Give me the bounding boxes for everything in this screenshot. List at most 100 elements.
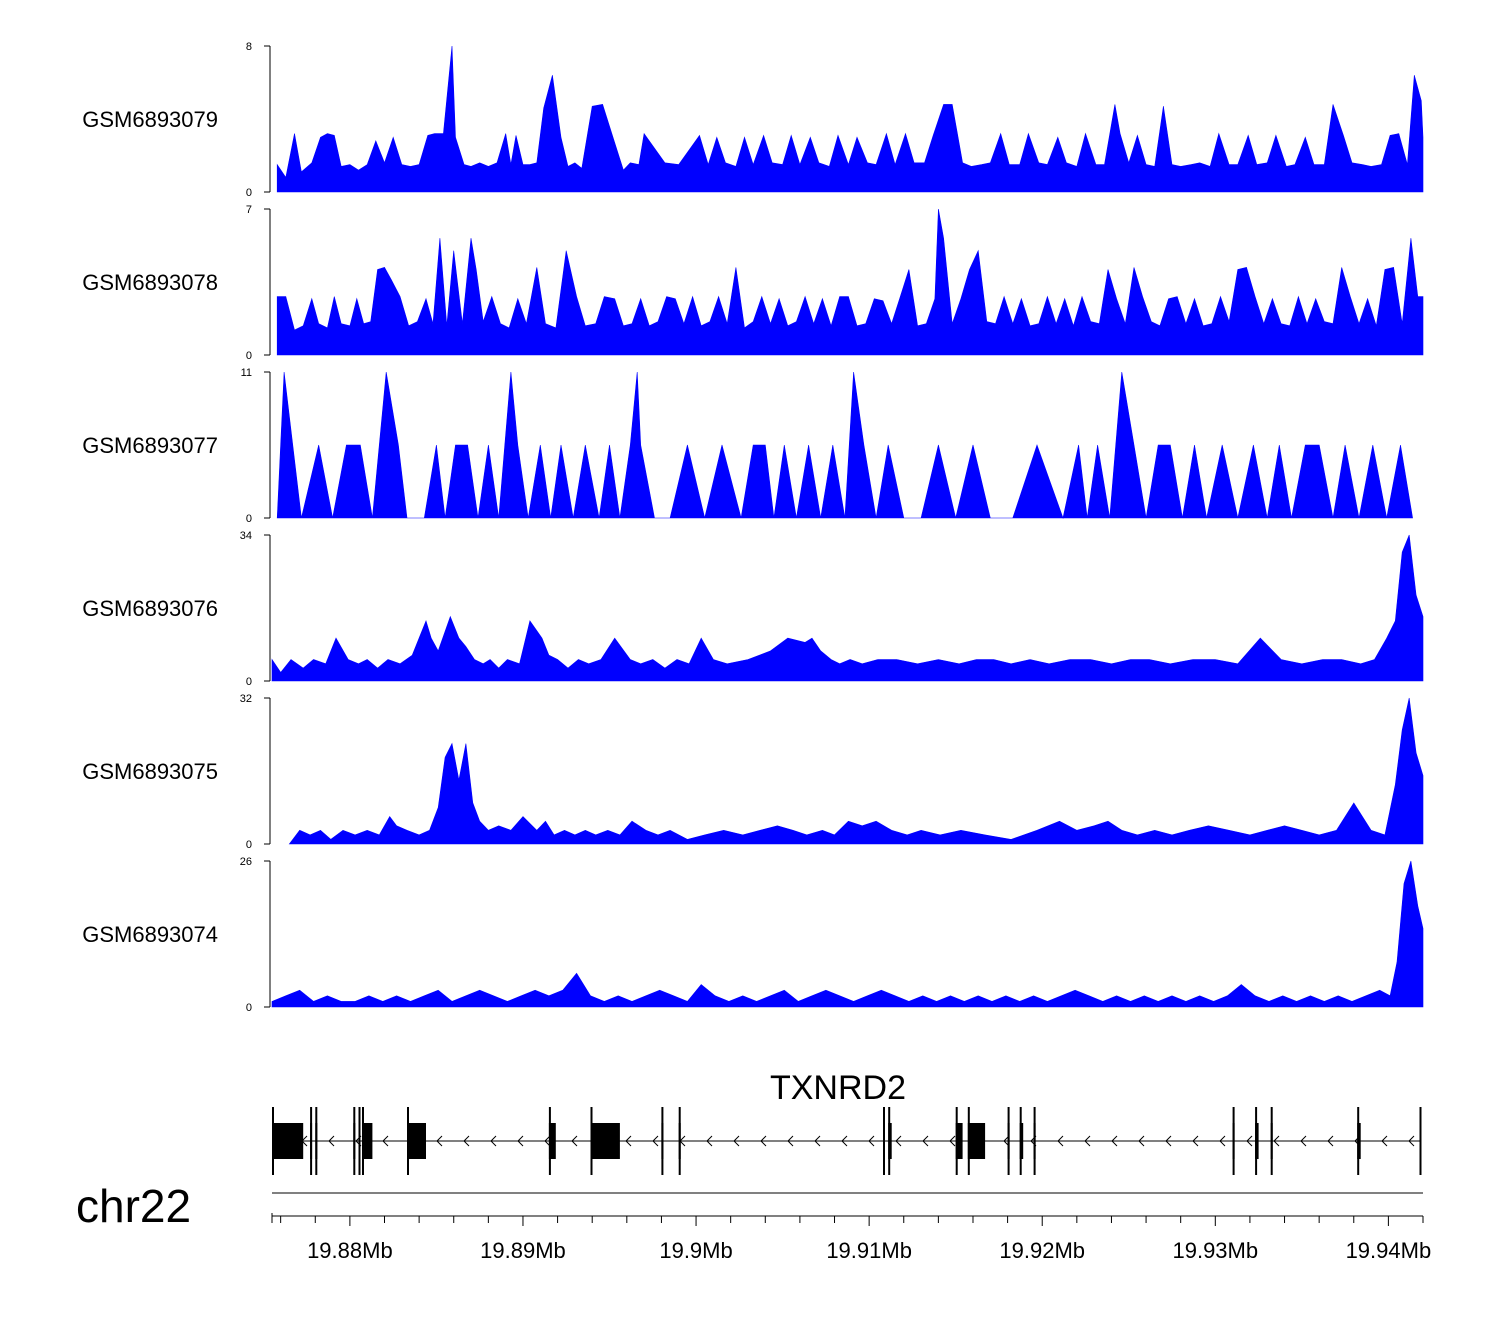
exon	[362, 1123, 373, 1159]
x-tick-label: 19.88Mb	[307, 1238, 393, 1263]
coverage-area	[288, 697, 1424, 845]
strand-arrow	[1219, 1135, 1226, 1147]
strand-arrow	[517, 1135, 524, 1147]
exon	[407, 1123, 426, 1159]
y-tick-label-max: 11	[241, 367, 252, 379]
exon	[955, 1123, 963, 1159]
x-tick-label: 19.93Mb	[1172, 1238, 1258, 1263]
strand-arrow	[436, 1135, 443, 1147]
track-label: GSM6893074	[82, 922, 218, 947]
exon-boundary	[590, 1107, 593, 1175]
exon	[967, 1123, 986, 1159]
x-tick-label: 19.94Mb	[1346, 1238, 1432, 1263]
coverage-area	[276, 208, 1424, 356]
strand-arrow	[787, 1135, 794, 1147]
strand-arrow	[868, 1135, 875, 1147]
strand-arrow	[760, 1135, 767, 1147]
exon-boundary	[967, 1107, 970, 1175]
strand-arrow	[895, 1135, 902, 1147]
exon-boundary	[1419, 1107, 1422, 1175]
y-tick-label-zero: 0	[246, 676, 252, 688]
exon-boundary	[310, 1107, 313, 1175]
exon-boundary	[1255, 1107, 1258, 1175]
track-GSM6893078: GSM6893078 7 0	[82, 204, 1424, 362]
strand-arrow	[544, 1135, 551, 1147]
strand-arrow	[463, 1135, 470, 1147]
strand-arrow	[814, 1135, 821, 1147]
exon-boundary	[678, 1107, 681, 1175]
strand-arrow	[1084, 1135, 1091, 1147]
exon-boundary	[1007, 1107, 1010, 1175]
coverage-area	[276, 45, 1424, 193]
exon-boundary	[272, 1107, 274, 1175]
coverage-area	[271, 860, 1424, 1008]
exon-boundary	[353, 1107, 356, 1175]
y-tick-label-zero: 0	[246, 1002, 252, 1014]
y-tick-label-max: 26	[240, 856, 252, 868]
track-label: GSM6893076	[82, 596, 218, 621]
track-GSM6893074: GSM6893074 26 0	[82, 856, 1424, 1014]
exon-boundary	[1232, 1107, 1235, 1175]
chromosome-label: chr22	[76, 1180, 191, 1232]
strand-arrow	[733, 1135, 740, 1147]
exon-boundary	[1357, 1107, 1360, 1175]
strand-arrow	[1165, 1135, 1172, 1147]
exon-boundary	[1270, 1107, 1273, 1175]
x-tick-label: 19.9Mb	[659, 1238, 732, 1263]
y-tick-label-zero: 0	[246, 839, 252, 851]
gene-structure	[272, 1107, 1422, 1175]
y-tick-label-max: 8	[246, 41, 252, 53]
coverage-area	[276, 371, 1413, 520]
track-GSM6893076: GSM6893076 34 0	[82, 530, 1424, 688]
strand-arrow	[571, 1135, 578, 1147]
exon	[272, 1123, 304, 1159]
y-tick-label-max: 34	[240, 530, 252, 542]
strand-arrow	[949, 1135, 956, 1147]
strand-arrow	[1057, 1135, 1064, 1147]
strand-arrow	[1327, 1135, 1334, 1147]
strand-arrow	[1381, 1135, 1388, 1147]
exon-boundary	[407, 1107, 409, 1175]
strand-arrow	[922, 1135, 929, 1147]
strand-arrow	[328, 1135, 335, 1147]
x-tick-label: 19.91Mb	[826, 1238, 912, 1263]
strand-arrow	[1192, 1135, 1199, 1147]
strand-arrow	[1408, 1135, 1415, 1147]
y-tick-label-max: 7	[246, 204, 252, 216]
strand-arrow	[706, 1135, 713, 1147]
strand-arrow	[490, 1135, 497, 1147]
exon-boundary	[888, 1107, 891, 1175]
strand-arrow	[652, 1135, 659, 1147]
strand-arrow	[1111, 1135, 1118, 1147]
strand-arrow	[1246, 1135, 1253, 1147]
coverage-area	[271, 534, 1424, 682]
exon-boundary	[362, 1107, 364, 1175]
track-label: GSM6893077	[82, 433, 218, 458]
exon-boundary	[548, 1107, 551, 1175]
track-label: GSM6893078	[82, 270, 218, 295]
exon-boundary	[955, 1107, 958, 1175]
track-GSM6893075: GSM6893075 32 0	[82, 693, 1424, 851]
x-tick-label: 19.89Mb	[480, 1238, 566, 1263]
y-tick-label-zero: 0	[246, 350, 252, 362]
gene-track: TXNRD2	[272, 1069, 1422, 1175]
track-label: GSM6893075	[82, 759, 218, 784]
strand-arrow	[625, 1135, 632, 1147]
x-tick-label: 19.92Mb	[999, 1238, 1085, 1263]
strand-arrow	[1300, 1135, 1307, 1147]
exon-boundary	[661, 1107, 664, 1175]
strand-arrow	[382, 1135, 389, 1147]
genome-axis: 19.88Mb 19.89Mb 19.9Mb 19.91Mb 19.92Mb 19.93M…	[271, 1192, 1432, 1263]
y-tick-label-zero: 0	[246, 513, 252, 525]
exon-boundary	[883, 1107, 885, 1175]
strand-arrow	[1003, 1135, 1010, 1147]
y-tick-label-max: 32	[240, 693, 252, 705]
strand-arrow	[1273, 1135, 1280, 1147]
exon-boundary	[358, 1107, 361, 1175]
exon-boundary	[315, 1107, 318, 1175]
track-GSM6893079: GSM6893079 8 0	[82, 41, 1424, 199]
exon	[590, 1123, 620, 1159]
exon-boundary	[1019, 1107, 1022, 1175]
data-tracks: GSM689307980GSM689307870GSM6893077110GSM…	[82, 41, 1424, 1014]
